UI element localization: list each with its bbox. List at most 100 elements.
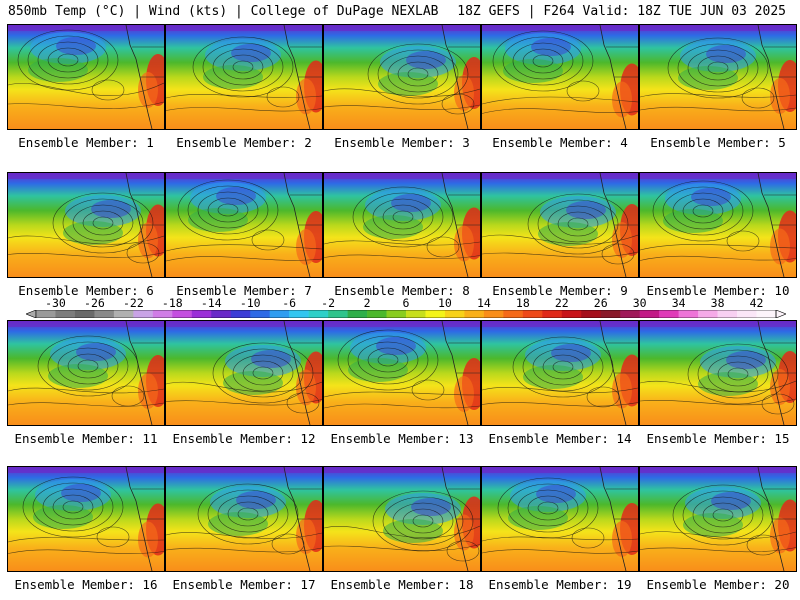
isobar — [397, 61, 439, 87]
isobar — [532, 348, 594, 386]
isobar — [324, 544, 480, 551]
isobar — [727, 367, 749, 381]
isobar — [197, 483, 299, 545]
colorbar-tick-label: -10 — [239, 296, 261, 310]
isobar — [166, 399, 322, 406]
mild-band — [203, 65, 263, 89]
cold-core — [536, 485, 576, 503]
ensemble-member-label: Ensemble Member: 15 — [646, 431, 790, 446]
cold-core — [236, 491, 276, 509]
isobar — [512, 42, 574, 80]
isobar — [532, 54, 554, 68]
border-line — [448, 488, 480, 520]
isobar — [251, 229, 285, 251]
arctic-edge — [8, 25, 164, 31]
mild-band — [188, 208, 248, 232]
ensemble-member-map — [323, 24, 481, 130]
isobar — [166, 94, 322, 99]
arctic-edge — [8, 321, 164, 327]
isobar — [217, 495, 279, 533]
arctic-edge — [166, 173, 322, 179]
ensemble-member-map — [165, 24, 323, 130]
isobar — [242, 360, 284, 386]
ensemble-member-map — [7, 320, 165, 426]
border-line — [290, 488, 322, 520]
cold-core — [251, 350, 291, 368]
ensemble-member-label: Ensemble Member: 3 — [334, 135, 470, 150]
warm-fringe — [454, 225, 474, 262]
isobar — [542, 354, 584, 380]
isobar — [37, 335, 139, 397]
arctic-edge — [324, 321, 480, 327]
isobar — [446, 540, 480, 562]
ensemble-member-label: Ensemble Member: 17 — [172, 577, 316, 592]
arctic-edge — [482, 321, 638, 327]
warm-fringe — [138, 521, 158, 558]
isobar — [72, 204, 134, 242]
cold-core — [391, 194, 431, 212]
isobar — [640, 531, 796, 539]
ensemble-member-label: Ensemble Member: 2 — [176, 135, 312, 150]
mild-band — [33, 505, 93, 529]
isobar — [324, 88, 480, 97]
colorbar-tick-label: 18 — [515, 296, 530, 310]
border-line — [290, 46, 322, 78]
colorbar-bin — [308, 310, 329, 318]
mild-band — [48, 364, 108, 388]
colorbar-bin — [464, 310, 485, 318]
isobar — [62, 500, 84, 514]
arctic-edge — [8, 467, 164, 473]
isobar — [692, 204, 714, 218]
mild-band — [348, 358, 408, 382]
isobar — [697, 55, 739, 81]
warm-fringe — [454, 376, 474, 412]
isobar — [324, 525, 480, 539]
ensemble-member-label: Ensemble Member: 10 — [646, 283, 790, 298]
ensemble-member-map — [639, 466, 797, 572]
isobar — [527, 193, 629, 255]
isobar — [232, 60, 254, 74]
ensemble-member-label: Ensemble Member: 16 — [14, 577, 158, 592]
warm-fringe — [454, 514, 474, 551]
colorbar-tick-label: 26 — [593, 296, 608, 310]
isobar — [497, 477, 599, 539]
mild-band — [383, 519, 443, 543]
colorbar-bin — [289, 310, 309, 318]
isobar — [527, 495, 569, 521]
isobar — [482, 536, 638, 542]
isobar — [571, 527, 605, 549]
colorbar-bin — [522, 310, 543, 318]
isobar — [482, 96, 638, 105]
colorbar-tick-label: 34 — [671, 296, 686, 310]
isobar — [82, 210, 124, 236]
ensemble-member-label: Ensemble Member: 1 — [18, 135, 154, 150]
colorbar-bin — [406, 310, 426, 318]
colorbar-bin — [756, 310, 777, 318]
mild-band — [503, 59, 563, 83]
isobar — [426, 236, 460, 258]
mild-band — [28, 58, 88, 82]
isobar — [8, 387, 164, 394]
isobar — [702, 502, 744, 528]
mild-band — [508, 506, 568, 530]
cold-core — [216, 187, 256, 205]
colorbar-bin — [678, 310, 699, 318]
temperature-colorbar — [26, 310, 786, 318]
cold-core — [56, 37, 96, 55]
mild-band — [223, 371, 283, 395]
isobar — [8, 402, 164, 407]
colorbar-bin — [717, 310, 738, 318]
isobar — [67, 353, 109, 379]
cold-core — [411, 498, 451, 516]
isobar — [42, 488, 104, 526]
isobar — [557, 211, 599, 237]
isobar — [252, 366, 274, 380]
isobar — [187, 185, 269, 235]
colorbar-bin — [542, 310, 563, 318]
isobar — [32, 482, 114, 532]
border-line — [764, 194, 796, 226]
mild-band — [538, 222, 598, 246]
colorbar-tick-label: 14 — [476, 296, 491, 310]
isobar — [207, 489, 289, 539]
ensemble-member-map — [639, 320, 797, 426]
